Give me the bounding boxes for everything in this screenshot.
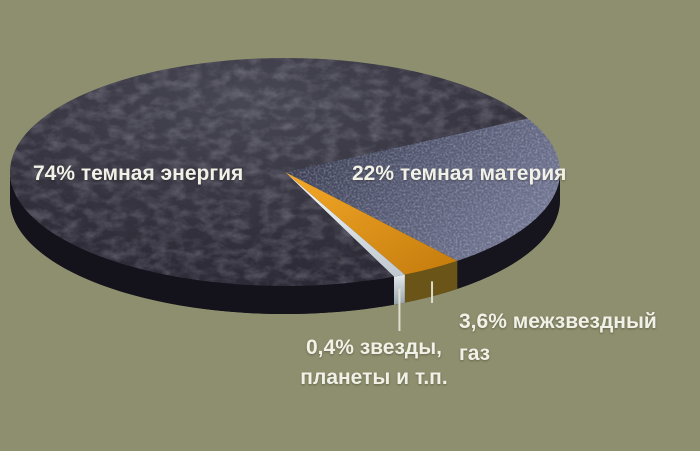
label-dark-energy: 74% темная энергия [33, 162, 244, 185]
pie-slice-texture [285, 118, 560, 261]
label-stars-line2: планеты и т.п. [300, 366, 448, 389]
label-gas-line2: газ [459, 342, 491, 365]
pie-side-dark-matter [457, 172, 560, 289]
label-stars-line1: 0,4% звезды, [306, 336, 442, 359]
label-dark-matter: 22% темная материя [352, 162, 567, 185]
label-stars-planets: 0,4% звезды, планеты и т.п. [283, 333, 465, 393]
pie-side-dark-energy [10, 172, 394, 314]
label-gas-line1: 3,6% межзвездный [459, 310, 657, 333]
pie-slice-stars-planets [285, 172, 405, 277]
pie-slice-texture [10, 58, 528, 286]
label-interstellar-gas: 3,6% межзвездный газ [459, 306, 657, 370]
pie-slice-interstellar-gas [285, 172, 458, 275]
